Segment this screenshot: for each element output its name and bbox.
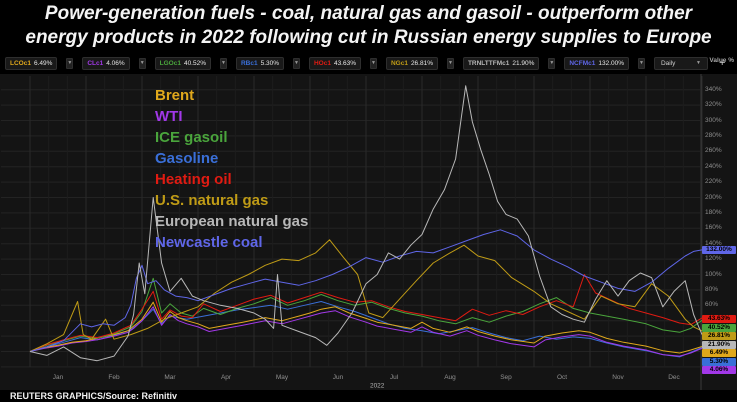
last-value-badge-us_natgas: 26.81% [702,332,736,340]
instrument-chip-LGOc1[interactable]: LGOc1 40.52% [154,56,211,70]
x-tick-May: May [276,374,289,381]
credit-label: REUTERS GRAPHICS/ [10,391,106,401]
y-tick-label: 100% [705,270,722,278]
y-tick-label: 300% [705,116,722,124]
chevron-down-icon: ▼ [696,60,701,66]
instrument-ticker: TRNLTTFMc1 [467,59,510,67]
chart-area: Jan Feb Mar Apr May Jun Jul Aug Sep Oct Nov Dec 2022 [0,74,737,390]
x-axis-year: 2022 [370,383,385,390]
legend-item-wti: WTI [155,108,183,125]
series-line-newcastle_coal [29,229,703,352]
legend-item-eu_natgas: European natural gas [155,213,309,230]
last-value-badge-newcastle_coal: 132.00% [702,245,736,254]
instrument-chip-NCFMc1[interactable]: NCFMc1 132.00% [564,56,630,70]
y-tick-label: 240% [705,162,722,170]
series-line-brent [29,301,703,354]
instrument-chip-LCOc1[interactable]: LCOc1 6.49% [5,56,58,70]
x-tick-Jul: Jul [390,374,399,381]
dropdown-caret-icon[interactable]: ▼ [548,57,556,69]
instrument-ticker: NGc1 [390,59,408,67]
y-tick-label: 60% [705,301,719,309]
headline-banner: Power-generation fuels - coal, natural g… [0,0,737,52]
source-footer: REUTERS GRAPHICS/Source: Refinitiv [0,390,737,402]
y-tick-label: 140% [705,239,722,247]
instrument-ticker: RBc1 [240,59,258,67]
instrument-chip-TRNLTTFMc1[interactable]: TRNLTTFMc1 21.90% [462,56,540,70]
source-label: Source: Refinitiv [105,391,178,401]
last-value-badge-brent: 6.49% [702,349,736,357]
legend-item-us_natgas: U.S. natural gas [155,192,269,209]
interval-dropdown[interactable]: Daily ▼ [653,56,708,70]
y-tick-label: 280% [705,131,722,139]
x-tick-Jan: Jan [53,374,64,381]
dropdown-caret-icon[interactable]: ▼ [446,57,454,69]
series-legend: Brent WTI ICE gasoil Gasoline Heating oil U.S… [155,85,308,253]
last-value-badge-wti: 4.06% [702,366,736,374]
x-tick-Mar: Mar [164,374,176,381]
instrument-chip-RBc1[interactable]: RBc1 5.30% [235,56,285,70]
last-value-badge-heating_oil: 43.63% [702,315,736,323]
y-tick-label: 120% [705,255,722,263]
instrument-ticker: LGOc1 [159,59,181,67]
series-line-wti [29,306,703,357]
y-tick-label: 340% [705,85,722,93]
instrument-ticker: LCOc1 [10,59,31,67]
instrument-chip-HOc1[interactable]: HOc1 43.63% [308,56,361,70]
instrument-change: 21.90% [512,59,535,67]
instrument-change: 43.63% [333,59,356,67]
price-plot: Jan Feb Mar Apr May Jun Jul Aug Sep Oct Nov Dec 2022 [0,74,737,390]
instrument-toolbar: LCOc1 6.49% ▼ CLc1 4.06% ▼ LGOc1 40.52% ▼ RBc1 5.3… [0,52,725,74]
last-value-badge-eu_natgas: 21.90% [702,341,736,349]
legend-item-ice_gasoil: ICE gasoil [155,129,228,146]
y-tick-label: 200% [705,193,722,201]
legend-item-gasoline: Gasoline [155,150,219,167]
instrument-change: 6.49% [33,59,53,67]
dropdown-caret-icon[interactable]: ▼ [66,57,74,69]
dropdown-caret-icon[interactable]: ▼ [638,57,645,69]
y-tick-label: 160% [705,224,722,232]
series-line-us_natgas [29,239,703,352]
x-tick-Dec: Dec [668,374,680,381]
series-line-heating_oil [29,274,703,352]
instrument-change: 5.30% [260,59,280,67]
y-tick-label: 80% [705,285,719,293]
x-tick-Oct: Oct [557,374,567,381]
last-value-badge-ice_gasoil: 40.52% [702,324,736,332]
dropdown-caret-icon[interactable]: ▼ [293,57,300,69]
y-tick-label: 320% [705,101,722,109]
legend-item-heating_oil: Heating oil [155,171,232,188]
interval-label: Daily [660,59,676,67]
series-line-eu_natgas [29,85,703,362]
x-tick-Nov: Nov [612,374,624,381]
instrument-ticker: CLc1 [87,59,104,67]
x-tick-Aug: Aug [444,374,456,381]
x-tick-Apr: Apr [221,374,232,381]
chart-title: Power-generation fuels - coal, natural g… [25,3,712,48]
instrument-chip-NGc1[interactable]: NGc1 26.81% [385,56,438,70]
instrument-change: 26.81% [410,59,433,67]
x-tick-Jun: Jun [333,374,344,381]
instrument-change: 40.52% [183,59,206,67]
dropdown-caret-icon[interactable]: ▼ [138,57,146,69]
dropdown-caret-icon[interactable]: ▼ [220,57,227,69]
dropdown-caret-icon[interactable]: ▼ [370,57,377,69]
instrument-ticker: NCFMc1 [569,59,596,67]
x-tick-Sep: Sep [500,374,512,381]
legend-item-newcastle_coal: Newcastle coal [155,234,263,251]
y-tick-label: 180% [705,208,722,216]
y-tick-label: 260% [705,147,722,155]
instrument-ticker: HOc1 [313,59,331,67]
legend-item-brent: Brent [155,87,195,104]
instrument-change: 4.06% [106,59,125,67]
y-tick-label: 220% [705,178,722,186]
instrument-chip-CLc1[interactable]: CLc1 4.06% [82,56,130,70]
add-instrument-button[interactable]: + [718,57,726,69]
instrument-change: 132.00% [598,59,625,67]
x-tick-Feb: Feb [108,374,120,381]
value-axis-header: Value % [709,57,734,64]
last-value-badge-gasoline: 5.30% [702,358,736,366]
